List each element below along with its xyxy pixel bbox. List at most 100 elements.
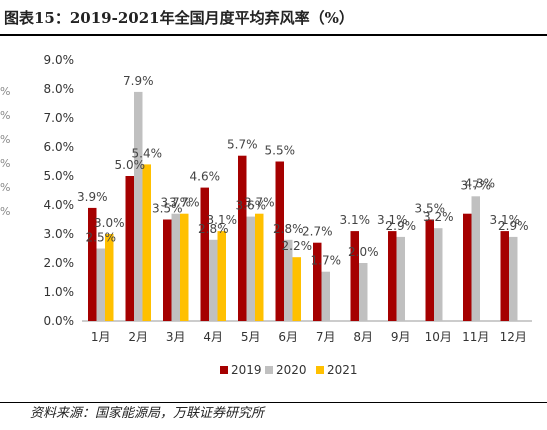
bar-2021 xyxy=(217,231,226,321)
data-label-2019: 4.6% xyxy=(190,170,221,184)
data-label-2020: 3.6% xyxy=(236,199,267,213)
y-tick-label: 6.0% xyxy=(44,140,75,154)
bar-2019 xyxy=(125,176,134,321)
data-label-2019: 3.5% xyxy=(152,202,183,216)
bar-2020 xyxy=(171,213,180,321)
data-label-2020: 3.7% xyxy=(161,196,192,210)
data-label-2019: 2.7% xyxy=(302,225,333,239)
data-label-2020: 2.8% xyxy=(198,222,229,236)
legend-label-2020: 2020 xyxy=(276,363,307,377)
x-tick-label: 2月 xyxy=(128,330,148,344)
bar-2019 xyxy=(275,161,284,321)
bar-2020 xyxy=(396,236,405,321)
data-label-2021: 3.1% xyxy=(207,213,238,227)
data-label-2020: 2.9% xyxy=(386,219,417,233)
y-tick-label: 9.0% xyxy=(44,53,75,67)
data-label-2019: 3.5% xyxy=(415,202,446,216)
legend-label-2019: 2019 xyxy=(231,363,262,377)
data-label-extra: 4.3% xyxy=(465,176,496,190)
bar-2021 xyxy=(142,164,151,321)
bar-2020 xyxy=(321,271,330,321)
legend-swatch-2019 xyxy=(220,366,228,374)
data-label-2021: 5.4% xyxy=(132,146,163,160)
bar-2019 xyxy=(350,231,359,321)
edge-mark: % xyxy=(0,181,11,194)
x-tick-label: 8月 xyxy=(353,330,373,344)
data-label-2020: 2.0% xyxy=(348,245,379,259)
data-label-2019: 5.5% xyxy=(265,144,296,158)
chart-title: 图表15：2019-2021年全国月度平均弃风率（%） xyxy=(4,9,354,27)
x-tick-label: 9月 xyxy=(391,330,411,344)
data-label-2021: 3.7% xyxy=(169,196,200,210)
bar-2020 xyxy=(96,248,105,321)
edge-mark: % xyxy=(0,85,11,98)
edge-mark: % xyxy=(0,157,11,170)
bar-2021 xyxy=(180,213,189,321)
x-tick-label: 10月 xyxy=(425,330,452,344)
x-tick-label: 4月 xyxy=(203,330,223,344)
x-tick-label: 12月 xyxy=(500,330,527,344)
x-tick-label: 1月 xyxy=(91,330,111,344)
edge-mark: % xyxy=(0,109,11,122)
bar-2020 xyxy=(209,239,218,321)
data-label-2019: 5.7% xyxy=(227,138,258,152)
bar-2020 xyxy=(246,216,255,321)
data-label-2021: 2.2% xyxy=(282,239,313,253)
bar-2020 xyxy=(284,239,293,321)
edge-marks: %%%%%% xyxy=(0,85,10,229)
y-tick-label: 7.0% xyxy=(44,111,75,125)
y-tick-label: 8.0% xyxy=(44,82,75,96)
legend-swatch-2021 xyxy=(316,366,324,374)
source-note: 资料来源：国家能源局，万联证券研究所 xyxy=(30,406,265,421)
data-label-2020: 1.7% xyxy=(311,254,342,268)
data-label-2020: 2.5% xyxy=(86,231,117,245)
bar-chart: 0.0% 1.0% 2.0% 3.0% 4.0% 5.0% 6.0% 7.0% 8.0% 9.0%… xyxy=(44,53,532,377)
data-label-2020: 7.9% xyxy=(123,74,154,88)
data-label-2019: 3.1% xyxy=(377,213,408,227)
data-label-2021: 3.0% xyxy=(94,216,125,230)
data-label-2019: 3.1% xyxy=(340,213,371,227)
data-label-2019: 5.0% xyxy=(115,158,146,172)
y-tick-label: 2.0% xyxy=(44,256,75,270)
data-label-2019: 3.9% xyxy=(77,190,108,204)
y-tick-label: 1.0% xyxy=(44,285,75,299)
bar-2021 xyxy=(255,213,264,321)
x-tick-label: 7月 xyxy=(316,330,336,344)
bar-2019 xyxy=(500,231,509,321)
y-tick-label: 5.0% xyxy=(44,169,75,183)
x-tick-label: 6月 xyxy=(278,330,298,344)
data-label-2021: 3.7% xyxy=(244,196,275,210)
source-rule xyxy=(0,402,547,403)
edge-mark: % xyxy=(0,205,11,218)
edge-mark: % xyxy=(0,133,11,146)
data-label-2020: 3.7% xyxy=(461,178,492,192)
bar-2020 xyxy=(471,196,480,321)
bar-2019 xyxy=(163,219,172,321)
bar-2019 xyxy=(425,219,434,321)
bar-2020 xyxy=(134,91,143,322)
data-label-2020: 2.8% xyxy=(273,222,304,236)
data-label-2019: 3.1% xyxy=(490,213,521,227)
bar-2019 xyxy=(388,231,397,321)
title-rule xyxy=(0,34,547,36)
bar-2019 xyxy=(238,155,247,321)
bar-2019 xyxy=(463,213,472,321)
x-tick-label: 11月 xyxy=(462,330,489,344)
x-tick-label: 3月 xyxy=(166,330,186,344)
bar-2020 xyxy=(434,228,443,321)
bar-2019 xyxy=(88,207,97,321)
y-tick-label: 0.0% xyxy=(44,314,75,328)
bar-2020 xyxy=(509,236,518,321)
bar-2019 xyxy=(313,242,322,321)
bar-2020 xyxy=(359,263,368,321)
y-tick-label: 3.0% xyxy=(44,227,75,241)
y-tick-label: 4.0% xyxy=(44,198,75,212)
legend-swatch-2020 xyxy=(265,366,273,374)
data-label-2020: 3.2% xyxy=(423,210,454,224)
bar-2019 xyxy=(200,187,209,321)
data-label-2020: 2.9% xyxy=(498,219,529,233)
bar-2021 xyxy=(105,234,114,321)
x-tick-label: 5月 xyxy=(241,330,261,344)
legend-label-2021: 2021 xyxy=(327,363,358,377)
bar-2021 xyxy=(292,257,301,321)
